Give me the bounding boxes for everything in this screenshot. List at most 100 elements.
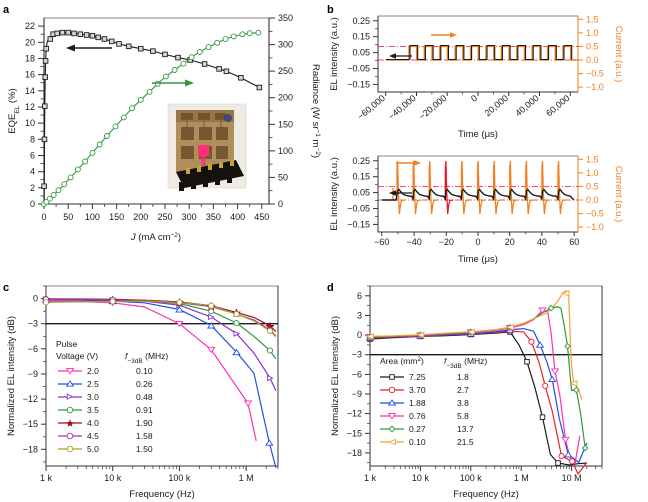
svg-text:0.5: 0.5	[586, 181, 599, 191]
svg-text:−0.15: −0.15	[347, 219, 370, 229]
legend-label: 3.70	[409, 385, 426, 395]
legend-label: 3.5	[87, 405, 99, 415]
svg-text:60: 60	[569, 237, 579, 247]
panel-a-plot: 0 2 4 6 8 10 12 14 16 18 20 22 0 50 100 150 200 250 …	[7, 13, 322, 243]
svg-text:−18: −18	[347, 448, 362, 458]
panel-d-letter: d	[327, 282, 334, 294]
curve-4p5v	[46, 298, 277, 337]
left-axis-arrow-icon	[389, 190, 412, 196]
svg-text:−60,000: −60,000	[355, 93, 387, 122]
svg-text:22: 22	[25, 21, 35, 31]
legend-label: 5.0	[87, 444, 99, 454]
panel-a: a 0 2 4 6 8 10 12 14 16 18 20 22	[0, 0, 324, 276]
panel-b-bottom-plot: 0.25 0.15 0.05 −0.05 −0.15 1.5 1.0 0.5 0.0 −0.…	[329, 154, 624, 265]
legend-label: 1.88	[409, 398, 426, 408]
panel-c-letter: c	[3, 282, 10, 294]
svg-text:−60: −60	[374, 237, 389, 247]
panel-d-ylabel: Normalized EL intensity (dB)	[330, 316, 341, 436]
panel-d-ytick-labels: 6 3 0 −3 −6 −9 −12 −15 −18	[347, 291, 362, 458]
panel-d-xlabel: Frequency (Hz)	[453, 489, 518, 500]
svg-text:150: 150	[278, 119, 293, 129]
panel-b-bottom-ylabel-right: Current (a.u.)	[613, 166, 624, 223]
svg-text:−6: −6	[28, 344, 38, 354]
svg-text:0.0: 0.0	[586, 55, 599, 65]
current-spike-waveform	[392, 160, 567, 215]
legend-label: 0.10	[409, 437, 426, 447]
svg-text:0: 0	[469, 93, 479, 104]
svg-text:400: 400	[230, 212, 245, 222]
svg-text:8: 8	[30, 134, 35, 144]
panel-a-ylabel-left: EQEEL (%)	[7, 88, 21, 133]
svg-text:−9: −9	[28, 369, 38, 379]
legend-row: 4.5 1.58	[58, 431, 153, 441]
legend-label: 2.0	[87, 366, 99, 376]
svg-text:1.0: 1.0	[586, 168, 599, 178]
svg-text:0: 0	[41, 212, 46, 222]
svg-text:300: 300	[182, 212, 197, 222]
panel-b-letter: b	[327, 4, 334, 16]
legend-value: 5.8	[457, 411, 469, 421]
svg-text:100: 100	[278, 146, 293, 156]
svg-text:−12: −12	[347, 409, 362, 419]
svg-text:10 M: 10 M	[562, 473, 582, 483]
svg-text:6: 6	[30, 151, 35, 161]
legend-row: 5.0 1.50	[58, 444, 153, 454]
legend-row: 7.25 1.8	[380, 372, 469, 382]
svg-text:−15: −15	[347, 428, 362, 438]
svg-text:450: 450	[254, 212, 269, 222]
curve-area-7p25	[369, 331, 587, 466]
svg-text:10 k: 10 k	[412, 473, 430, 483]
svg-text:50: 50	[63, 212, 73, 222]
panel-a-letter: a	[3, 4, 10, 16]
svg-text:20: 20	[25, 37, 35, 47]
panel-b-top-ylabel-left: EL intensity (a.u.)	[329, 17, 340, 91]
panel-b-bottom-xtick-labels: −60 −40 −20 0 20 40 60	[374, 237, 579, 247]
svg-text:200: 200	[278, 93, 293, 103]
legend-value: 1.50	[136, 444, 153, 454]
svg-text:300: 300	[278, 40, 293, 50]
right-axis-arrow-icon	[431, 32, 457, 38]
svg-text:−6: −6	[352, 369, 362, 379]
panel-b-top-xtick-labels: −60,000 −40,000 −20,000 0 20,000 40,000 …	[355, 93, 571, 122]
panel-c-xtick-labels: 1 k 10 k 100 k 1 M	[40, 473, 254, 483]
svg-text:0: 0	[30, 199, 35, 209]
panel-d: d 6 3 0 −3 −6 −9 −12 −15 −18	[324, 280, 648, 502]
svg-text:14: 14	[25, 86, 35, 96]
svg-text:0.05: 0.05	[352, 188, 370, 198]
svg-text:6: 6	[357, 291, 362, 301]
panel-d-plot: 6 3 0 −3 −6 −9 −12 −15 −18	[330, 285, 603, 500]
svg-text:−18: −18	[23, 444, 38, 454]
svg-text:16: 16	[25, 70, 35, 80]
panel-d-xtick-labels: 1 k 10 k 100 k 1 M 10 M	[364, 473, 582, 483]
svg-text:−12: −12	[23, 394, 38, 404]
panel-a-ylabel-right: Radiance (W sr−1 m−2)	[310, 64, 322, 158]
svg-text:1.5: 1.5	[586, 14, 599, 24]
panel-b-bottom-right-ytick-labels: 1.5 1.0 0.5 0.0 −0.5 −1.0	[586, 154, 604, 232]
legend-header-col2: f−3dB (MHz)	[444, 356, 487, 370]
svg-text:40,000: 40,000	[513, 93, 541, 118]
svg-text:4: 4	[30, 167, 35, 177]
legend-header-line2: Voltage (V)	[56, 351, 98, 361]
legend-row: 0.27 13.7	[380, 424, 474, 434]
device-photo-inset	[167, 103, 247, 191]
svg-text:−0.05: −0.05	[347, 204, 370, 214]
curve-3p0v	[45, 298, 277, 391]
legend-header-col1: Area (mm2)	[380, 356, 424, 367]
svg-text:−0.5: −0.5	[586, 69, 604, 79]
legend-label: 0.27	[409, 424, 426, 434]
svg-text:12: 12	[25, 102, 35, 112]
el-intensity-trace	[382, 188, 575, 202]
svg-text:18: 18	[25, 53, 35, 63]
legend-label: 4.0	[87, 418, 99, 428]
svg-text:40: 40	[537, 237, 547, 247]
svg-text:1.5: 1.5	[586, 154, 599, 164]
panel-c-legend: Pulse Voltage (V) f−3dB (MHz) 2.0 0.10 2…	[56, 339, 168, 454]
panel-b-top-xlabel: Time (μs)	[458, 129, 498, 140]
svg-text:0: 0	[357, 330, 362, 340]
svg-text:250: 250	[157, 212, 172, 222]
svg-text:0.15: 0.15	[352, 32, 370, 42]
panel-a-xtick-labels: 0 50 100 150 200 250 300 350 400 450	[41, 212, 269, 222]
right-axis-arrow-icon	[396, 160, 421, 166]
svg-text:−40: −40	[406, 237, 421, 247]
panel-a-right-ytick-labels: 0 50 100 150 200 250 300 350	[278, 13, 293, 209]
